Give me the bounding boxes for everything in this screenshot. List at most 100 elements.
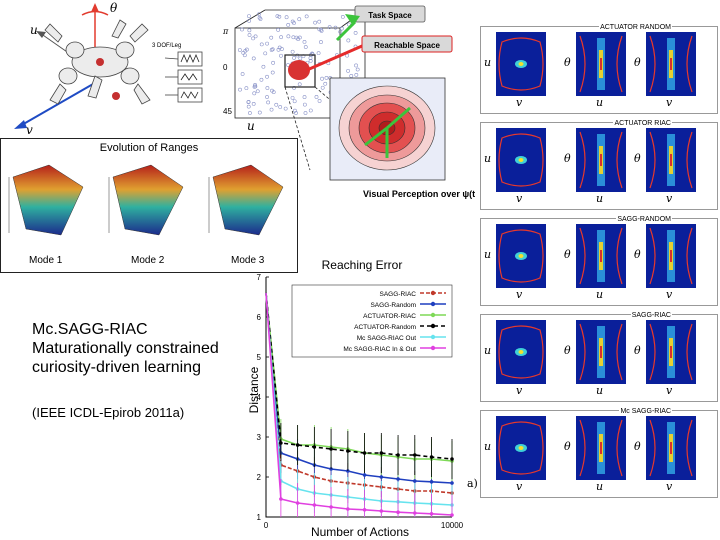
evolution-surfaces xyxy=(8,164,284,236)
heatmap-cell xyxy=(496,224,546,288)
x-tick-label: 0 xyxy=(264,521,269,530)
heatmap-y-label: θ xyxy=(564,344,571,357)
heatmap-row: SAGG-RIAC u v θ u θ v xyxy=(478,312,720,404)
slide-caption: Mc.SAGG-RIAC Maturationally constrained … xyxy=(32,320,252,377)
task-point xyxy=(327,25,332,30)
heatmap-cell xyxy=(576,416,626,480)
heatmap-row: Mc SAGG-RIAC u v θ u θ v xyxy=(478,408,720,500)
heatmap-x-label: v xyxy=(666,480,673,493)
zero-axis-label: 0 xyxy=(223,63,228,72)
task-point xyxy=(248,111,252,115)
task-point xyxy=(355,67,360,72)
task-point xyxy=(261,64,266,69)
task-point xyxy=(240,72,245,76)
heatmap-row-title: ACTUATOR RIAC xyxy=(613,120,672,127)
task-point xyxy=(304,14,309,19)
pi-axis-label: π xyxy=(222,27,229,36)
data-point xyxy=(396,510,400,514)
task-point xyxy=(320,85,325,90)
task-point xyxy=(346,38,351,43)
task-point xyxy=(302,95,307,99)
task-point xyxy=(292,56,296,60)
series-line-5 xyxy=(265,292,453,516)
chart-xlabel: Number of Actions xyxy=(311,525,409,539)
legend-box xyxy=(291,284,453,358)
task-point xyxy=(237,48,242,52)
legend-marker-icon xyxy=(430,345,436,351)
data-point xyxy=(379,451,384,455)
u-arrow-icon xyxy=(36,31,46,38)
task-point xyxy=(251,36,255,41)
v-axis xyxy=(19,79,101,127)
dof-waveforms-icon xyxy=(180,53,200,99)
task-point xyxy=(270,47,275,52)
task-point xyxy=(319,28,324,33)
task-point xyxy=(308,59,313,63)
heatmap-x-label: v xyxy=(666,288,673,301)
task-point xyxy=(314,95,319,99)
task-point xyxy=(265,86,270,90)
heatmap-cell xyxy=(496,416,546,480)
legend-label: SAGG-RIAC xyxy=(380,291,417,298)
task-point xyxy=(259,42,264,47)
task-point xyxy=(238,87,242,92)
data-point xyxy=(396,477,400,481)
task-point xyxy=(257,12,261,16)
legend-label: SAGG-Random xyxy=(370,302,416,309)
data-point xyxy=(279,497,283,501)
task-point xyxy=(353,31,358,35)
chart-title: Reaching Error xyxy=(322,258,403,272)
heatmap-x-label: u xyxy=(596,96,604,109)
legend-label: ACTUATOR-Random xyxy=(354,324,416,331)
task-space-label: Task Space xyxy=(368,11,412,20)
task-point xyxy=(320,76,324,81)
legend-label: Mc SAGG-RIAC In & Out xyxy=(343,346,416,353)
heatmap-row: ACTUATOR RANDOM u v θ u θ v xyxy=(478,24,720,116)
caption-line-1: Mc.SAGG-RIAC xyxy=(32,321,148,338)
task-point xyxy=(316,51,321,56)
theta-arrow-icon xyxy=(91,3,99,12)
heatmap-y-label: θ xyxy=(564,56,571,69)
task-point xyxy=(297,17,302,22)
task-point xyxy=(279,35,283,40)
heatmap-cell xyxy=(576,320,626,384)
robot-foot-marker xyxy=(112,92,120,100)
task-point xyxy=(257,15,262,20)
task-point xyxy=(247,28,252,33)
heatmap-x-label: u xyxy=(596,192,604,205)
data-point xyxy=(362,508,367,512)
mode-3-label: Mode 3 xyxy=(231,255,265,266)
task-point xyxy=(308,108,313,113)
task-point xyxy=(240,27,244,32)
data-point xyxy=(346,507,350,511)
heatmap-x-label: v xyxy=(666,96,673,109)
data-point xyxy=(295,443,300,447)
task-point xyxy=(244,86,249,91)
task-point xyxy=(269,107,274,112)
heatmap-y-label: u xyxy=(484,152,492,165)
task-point xyxy=(323,81,328,86)
task-point xyxy=(279,53,283,58)
heatmap-y-label: u xyxy=(484,344,492,357)
task-point xyxy=(340,14,345,19)
task-point xyxy=(290,95,295,100)
task-point xyxy=(274,102,279,107)
data-point xyxy=(329,505,333,509)
heatmap-y-label: θ xyxy=(634,56,641,69)
task-point xyxy=(253,84,258,89)
heatmap-cell xyxy=(496,32,546,96)
heatmap-cell xyxy=(496,320,546,384)
task-point xyxy=(275,14,280,19)
data-point xyxy=(346,449,350,453)
heatmap-x-label: v xyxy=(516,480,523,493)
reachable-region-box xyxy=(284,54,316,88)
task-point xyxy=(270,70,275,75)
heatmap-y-label: θ xyxy=(564,248,571,261)
heatmap-x-label: v xyxy=(516,288,523,301)
data-point xyxy=(312,445,317,449)
task-point xyxy=(286,23,291,27)
heatmap-y-label: u xyxy=(484,248,492,261)
task-point xyxy=(246,100,251,105)
task-point xyxy=(283,106,288,111)
data-point xyxy=(329,447,333,451)
